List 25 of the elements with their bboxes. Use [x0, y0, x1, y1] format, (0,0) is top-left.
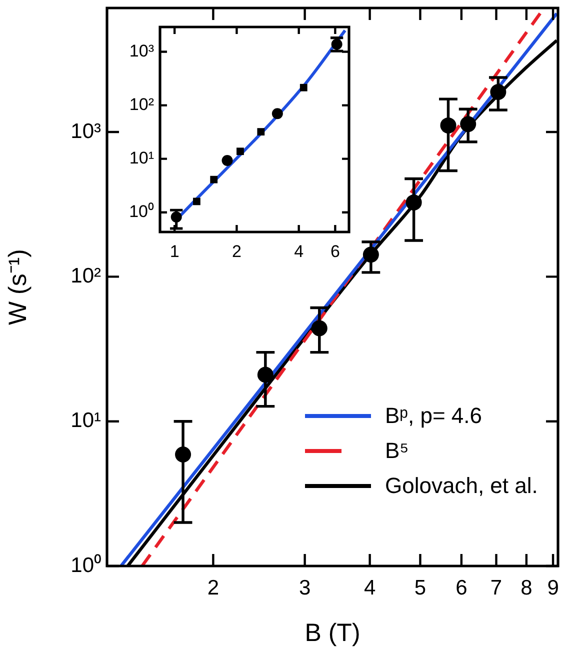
legend-label: Bᵖ, p= 4.6 [385, 402, 482, 428]
y-tick-label: 10³ [129, 41, 154, 60]
x-tick-label: 2 [207, 576, 220, 600]
x-tick-label: 3 [298, 576, 311, 600]
y-tick-label: 10² [129, 94, 154, 114]
y-tick-label: 10¹ [70, 409, 101, 432]
x-tick-label: 4 [294, 242, 304, 261]
x-tick-label: 6 [330, 242, 340, 261]
x-tick-label: 4 [364, 576, 376, 600]
x-tick-label: 8 [520, 576, 532, 600]
y-tick-label: 10² [70, 264, 101, 288]
x-tick-label: 7 [490, 576, 502, 600]
y-tick-label: 10¹ [129, 148, 154, 168]
y-tick-label: 10⁰ [129, 202, 154, 222]
legend-label: Golovach, et al. [385, 472, 538, 498]
x-axis-title: B (T) [304, 618, 360, 647]
x-tick-label: 2 [232, 242, 242, 261]
x-tick-label: 5 [414, 576, 426, 600]
y-tick-label: 10⁰ [70, 554, 101, 577]
y-tick-label: 10³ [70, 120, 101, 143]
y-axis-title: W (s⁻¹) [4, 248, 32, 326]
legend-label: B⁵ [385, 438, 409, 464]
x-tick-label: 1 [170, 242, 180, 261]
x-tick-label: 9 [547, 576, 559, 600]
x-tick-label: 6 [456, 576, 468, 600]
